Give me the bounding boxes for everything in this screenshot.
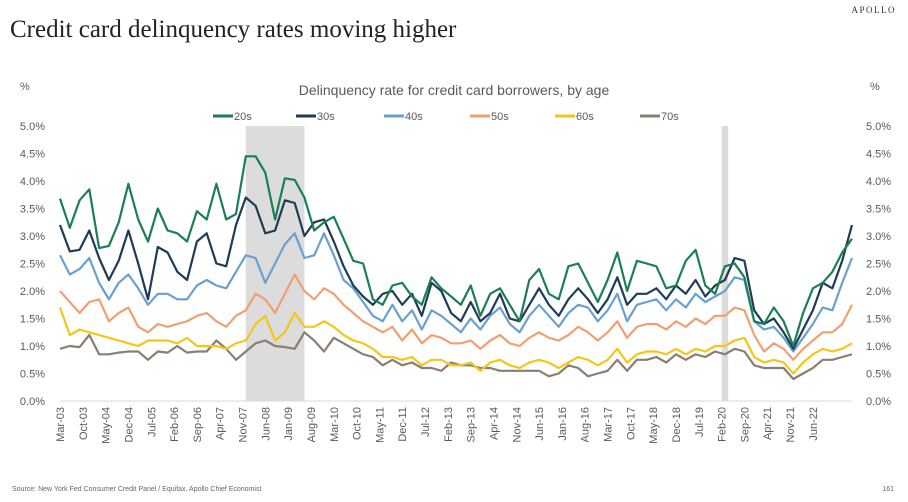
series-line-20s	[58, 155, 853, 348]
y-tick-right-label: 5.0%	[866, 121, 891, 133]
y-tick-left-label: 0.0%	[20, 396, 45, 408]
line-chart: Delinquency rate for credit card borrowe…	[20, 81, 891, 444]
x-tick-label: Sep-13	[466, 407, 478, 442]
y-tick-right-label: 2.5%	[866, 259, 891, 271]
y-tick-left-label: 4.0%	[20, 176, 45, 188]
x-tick-label: May-11	[374, 407, 386, 443]
x-tick-label: Jun-22	[808, 407, 820, 441]
y-axis-label-right: %	[870, 81, 880, 93]
y-tick-right-label: 1.5%	[866, 314, 891, 326]
x-tick-label: Dec-18	[671, 407, 683, 442]
page-number: 161	[882, 486, 894, 493]
chart-title: Delinquency rate for credit card borrowe…	[299, 82, 610, 98]
x-tick-label: Sep-06	[192, 407, 204, 442]
x-tick-label: Nov-14	[511, 407, 523, 442]
legend: 20s 30s 40s 50s 60s 70s	[213, 111, 679, 123]
x-tick-label: Feb-06	[169, 407, 181, 442]
y-tick-left-label: 1.5%	[20, 314, 45, 326]
legend-label-70s: 70s	[661, 111, 679, 123]
x-tick-label: Mar-10	[329, 407, 341, 442]
series-line-70s	[59, 331, 853, 381]
x-tick-label: Oct-17	[625, 407, 637, 440]
series-lines	[58, 155, 854, 381]
series-line-40s	[59, 232, 854, 353]
x-tick-label: May-04	[101, 407, 113, 444]
x-tick-label: Oct-03	[78, 407, 90, 440]
x-tick-label: Apr-21	[762, 407, 774, 440]
x-tick-label: Sep-20	[739, 407, 751, 442]
x-tick-label: Jun-15	[534, 407, 546, 441]
y-tick-left-label: 0.5%	[20, 369, 45, 381]
legend-label-30s: 30s	[317, 111, 335, 123]
x-tick-label: Apr-07	[215, 407, 227, 440]
y-tick-right-label: 0.5%	[866, 369, 891, 381]
y-tick-right-label: 4.5%	[866, 149, 891, 161]
x-tick-label: Apr-14	[488, 407, 500, 440]
x-axis: Mar-03 Oct-03 May-04 Dec-04 Jul-05 Feb-06 Sep-…	[55, 407, 820, 444]
legend-label-40s: 40s	[405, 111, 423, 123]
y-tick-right-label: 2.0%	[866, 286, 891, 298]
x-tick-label: Jul-19	[694, 407, 706, 437]
recession-band-2	[721, 126, 729, 401]
y-axis-label-left: %	[20, 81, 30, 93]
x-tick-label: Dec-11	[397, 407, 409, 442]
y-tick-left-label: 1.0%	[20, 341, 45, 353]
y-tick-right-label: 0.0%	[866, 396, 891, 408]
series-line-30s	[58, 196, 854, 350]
page-title: Credit card delinquency rates moving hig…	[10, 16, 457, 43]
y-tick-right-label: 1.0%	[866, 341, 891, 353]
x-tick-label: Feb-20	[717, 407, 729, 442]
y-tick-right-label: 3.5%	[866, 204, 891, 216]
source-note: Source: New York Fed Consumer Credit Pan…	[12, 486, 262, 493]
x-tick-label: May-18	[648, 407, 660, 444]
y-tick-left-label: 5.0%	[20, 121, 45, 133]
x-tick-label: Dec-04	[123, 407, 135, 442]
x-tick-label: Jul-05	[146, 407, 158, 437]
x-tick-label: Aug-09	[306, 407, 318, 442]
brand-logo: APOLLO	[851, 5, 896, 15]
x-tick-label: Jan-09	[283, 407, 295, 441]
x-tick-label: Mar-03	[55, 407, 67, 442]
y-tick-right-label: 3.0%	[866, 231, 891, 243]
x-tick-label: Oct-10	[352, 407, 364, 440]
x-tick-label: Feb-13	[443, 407, 455, 442]
x-tick-label: Nov-21	[785, 407, 797, 442]
legend-label-20s: 20s	[234, 111, 252, 123]
y-tick-left-label: 3.0%	[20, 231, 45, 243]
y-tick-left-label: 2.0%	[20, 286, 45, 298]
series-line-50s	[59, 273, 853, 361]
y-tick-left-label: 4.5%	[20, 149, 45, 161]
x-tick-label: Jan-16	[557, 407, 569, 441]
y-axis-left: 0.0% 0.5% 1.0% 1.5% 2.0% 2.5% 3.0% 3.5% 4.0% 4.5%…	[20, 121, 45, 408]
legend-label-60s: 60s	[576, 111, 594, 123]
recession-shading	[245, 126, 729, 401]
y-tick-left-label: 3.5%	[20, 204, 45, 216]
y-axis-right: 0.0% 0.5% 1.0% 1.5% 2.0% 2.5% 3.0% 3.5% 4.0% 4.5%…	[866, 121, 891, 408]
x-tick-label: Aug-16	[580, 407, 592, 442]
series-line-60s	[58, 307, 853, 375]
x-tick-label: Nov-07	[238, 407, 250, 442]
legend-label-50s: 50s	[491, 111, 509, 123]
y-tick-left-label: 2.5%	[20, 259, 45, 271]
y-tick-right-label: 4.0%	[866, 176, 891, 188]
x-tick-label: Jul-12	[420, 407, 432, 437]
x-tick-label: Mar-17	[603, 407, 615, 442]
x-tick-label: Jun-08	[260, 407, 272, 441]
